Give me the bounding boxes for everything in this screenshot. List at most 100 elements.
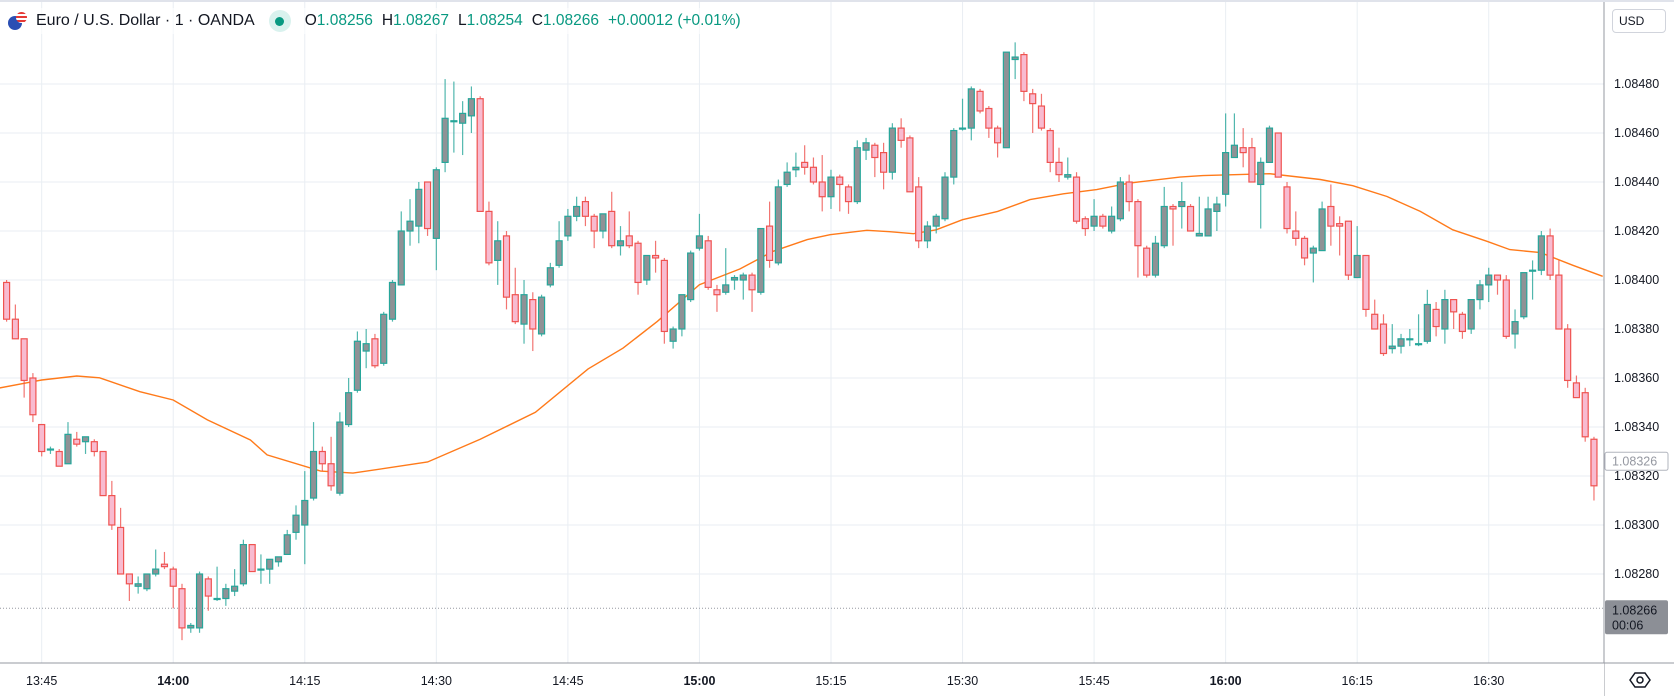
candle-body-down [748, 274, 756, 291]
candle-body-down [1099, 215, 1107, 227]
candle-body-up [213, 597, 221, 601]
candle-body-up [1090, 215, 1098, 227]
candle-body-down [29, 377, 37, 416]
candle-body-up [546, 267, 554, 286]
candle-body-up [46, 448, 55, 451]
candle-body-down [1072, 176, 1081, 222]
candle-body-down [906, 137, 914, 193]
candle-body-up [520, 294, 528, 325]
candle-body-down [1046, 129, 1054, 164]
candle-body-up [1178, 201, 1186, 208]
time-tick-label: 15:00 [683, 674, 715, 688]
gear-icon[interactable] [1628, 668, 1652, 692]
candle-body-down [1327, 205, 1335, 227]
candle-body-up [415, 188, 423, 227]
candle-body-up [152, 568, 160, 575]
candle-body-up [774, 186, 782, 264]
candle-body-up [958, 127, 967, 130]
price-tick-label: 1.08460 [1614, 126, 1659, 140]
candle-body-up [1528, 269, 1537, 272]
time-axis[interactable] [0, 663, 1604, 696]
candle-body-up [1441, 299, 1449, 330]
candle-body-down [1458, 313, 1467, 333]
candle-body-up [643, 254, 651, 281]
candle-body-up [1257, 161, 1265, 186]
candle-body-up [362, 343, 370, 352]
candle-body-up [467, 98, 476, 117]
candle-body-down [529, 299, 537, 330]
candle-body-up [932, 215, 940, 227]
symbol-title[interactable]: Euro / U.S. Dollar · 1 · OANDA [36, 12, 255, 29]
candle-body-down [801, 161, 809, 168]
candle-body-down [1300, 237, 1309, 259]
candle-body-up [695, 235, 704, 249]
candle-body-up [827, 176, 835, 198]
candle-body-up [1309, 247, 1317, 254]
candle-body-down [2, 281, 11, 320]
candle-body-down [318, 450, 326, 465]
candle-body-down [511, 294, 519, 323]
candle-body-down [1037, 105, 1046, 129]
candle-body-up [537, 296, 546, 335]
candle-body-up [397, 230, 405, 286]
candle-body-down [1283, 186, 1291, 230]
candle-body-up [1116, 181, 1124, 220]
price-tick-label: 1.08340 [1614, 420, 1659, 434]
candle-body-up [494, 240, 502, 262]
candle-body-down [423, 181, 432, 230]
time-tick-label: 14:30 [421, 674, 452, 688]
candle-body-down [73, 438, 81, 445]
candle-body-down [818, 181, 826, 198]
candle-body-down [871, 144, 879, 159]
candle-body-up [388, 281, 397, 320]
candle-body-down [879, 152, 888, 173]
candle-body-up [1230, 144, 1239, 159]
candle-body-down [713, 289, 721, 296]
candle-body-up [853, 147, 861, 203]
candle-body-down [1362, 254, 1370, 311]
current-price-tag [1605, 600, 1668, 635]
currency-button[interactable]: USD [1612, 9, 1666, 33]
time-tick-label: 15:15 [815, 674, 846, 688]
candle-body-up [353, 340, 361, 391]
candle-body-down [1029, 93, 1037, 105]
candle-body-down [1143, 247, 1151, 276]
candle-body-down [1432, 308, 1440, 328]
low-value: 1.08254 [466, 12, 523, 29]
candle-body-up [616, 240, 625, 247]
candle-body-down [327, 463, 335, 487]
candle-body-up [792, 166, 800, 171]
candle-body-down [1081, 218, 1089, 230]
candle-body-up [1397, 338, 1405, 347]
candle-body-down [1502, 279, 1510, 337]
candle-body-up [923, 225, 932, 242]
high-label: H [381, 12, 394, 29]
candle-body-up [1108, 215, 1116, 232]
candle-body-up [1511, 321, 1519, 335]
candle-body-down [371, 338, 379, 367]
low-label: L [458, 12, 467, 29]
candle-body-up [573, 205, 581, 217]
change-value: +0.00012 (+0.01%) [607, 12, 741, 29]
candle-body-down [1572, 382, 1581, 399]
candle-body-up [1002, 51, 1010, 149]
candle-body-down [581, 201, 590, 217]
candle-body-down [160, 563, 169, 568]
time-tick-label: 14:00 [157, 674, 189, 688]
candle-body-down [1371, 313, 1379, 330]
candle-body-up [1467, 299, 1475, 330]
candle-body-up [283, 534, 291, 555]
candle-body-down [1125, 181, 1133, 203]
candle-body-down [108, 495, 116, 526]
candle-body-up [1195, 232, 1203, 237]
candle-body-up [432, 169, 440, 239]
candle-body-down [1344, 220, 1353, 276]
candle-body-down [55, 450, 63, 467]
price-axis[interactable] [1604, 0, 1674, 696]
candle-body-up [941, 176, 949, 220]
candle-body-down [765, 225, 774, 262]
candle-body-up [257, 568, 265, 571]
candle-body-up [950, 129, 958, 178]
candle-body-up [81, 436, 90, 443]
